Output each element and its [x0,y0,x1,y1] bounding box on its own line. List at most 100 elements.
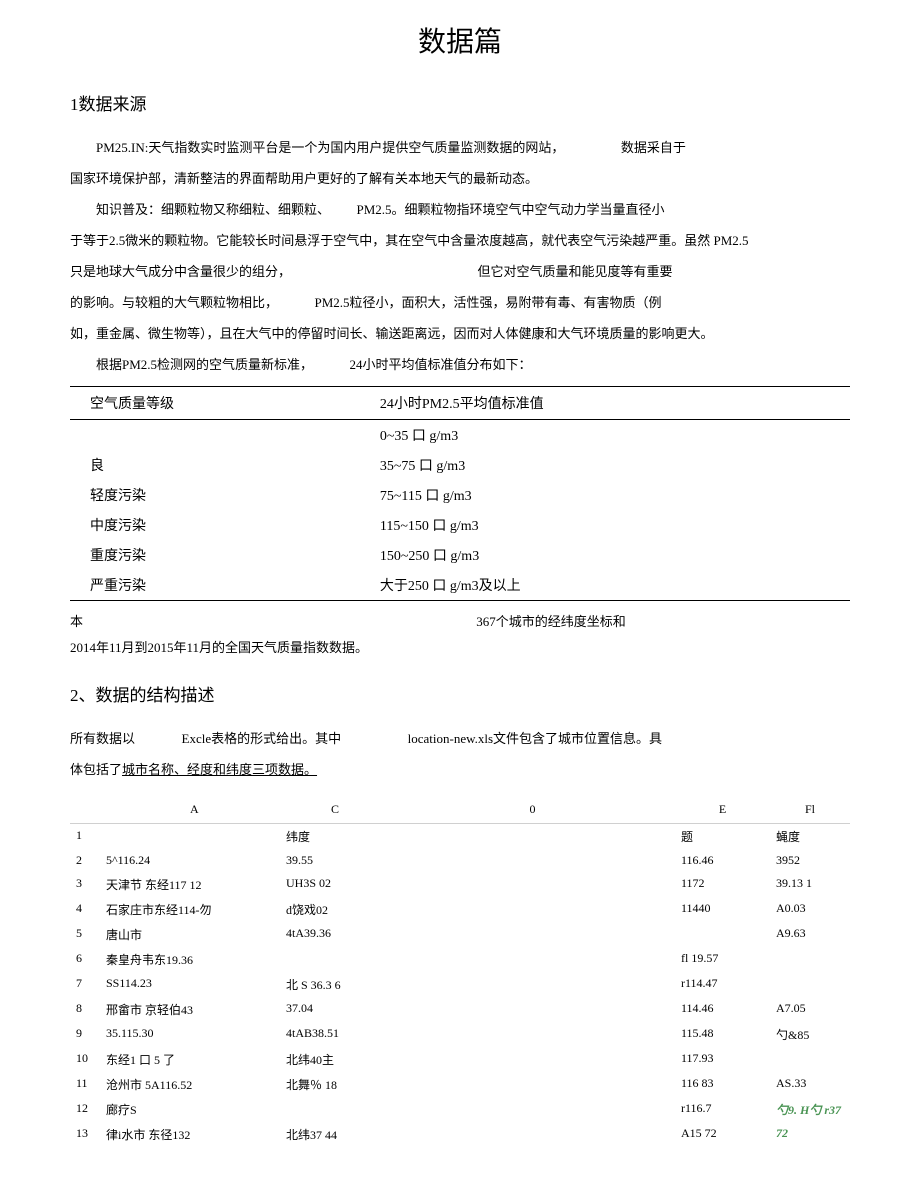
data-grid-row: 1纬度题蝇度 [70,824,850,850]
text: PM2.5粒径小，面积大，活性强，易附带有毒、有害物质（例 [315,295,662,310]
cell-e: 115.48 [675,1022,770,1047]
cell-e: r114.47 [675,972,770,997]
cell-e: fl 19.57 [675,947,770,972]
para-standards-intro: 根据PM2.5检测网的空气质量新标准， 24小时平均值标准值分布如下： [70,352,850,378]
text: 的影响。与较粗的大气颗粒物相比， [70,295,278,310]
cell-e: 114.46 [675,997,770,1022]
standards-cell-level: 重度污染 [70,540,350,570]
row-index: 1 [70,824,100,850]
cell-e: 题 [675,824,770,850]
row-index: 13 [70,1122,100,1147]
text: 但它对空气质量和能见度等有重要 [478,264,673,279]
cell-a: 唐山市 [100,922,280,947]
row-index: 11 [70,1072,100,1097]
cell-c: UH3S 02 [280,872,390,897]
cell-e: 117.93 [675,1047,770,1072]
row-index: 5 [70,922,100,947]
para-knowledge-3: 只是地球大气成分中含量很少的组分， 但它对空气质量和能见度等有重要 [70,259,850,285]
col-header-c: C [280,798,390,824]
text: 24小时平均值标准值分布如下： [350,357,532,372]
data-grid-row: 3天津节 东经117 12UH3S 02117239.13 1 [70,872,850,897]
cell-a: 邢畲市 京轻伯43 [100,997,280,1022]
cell-spacer [390,1122,675,1147]
data-grid-row: 9 35.115.304tAB38.51115.48勺&85 [70,1022,850,1047]
cell-spacer [390,824,675,850]
text: PM25.IN:天气指数实时监测平台是一个为国内用户提供空气质量监测数据的网站， [96,140,564,155]
standards-cell-level [70,420,350,451]
cell-c: 37.04 [280,997,390,1022]
cell-e: 116.46 [675,849,770,872]
text: location-new.xls文件包含了城市位置信息。具 [408,731,662,746]
after-table-line1: 本 367个城市的经纬度坐标和 [70,609,850,635]
standards-header-level: 空气质量等级 [70,387,350,420]
row-index: 2 [70,849,100,872]
data-grid-row: 8邢畲市 京轻伯4337.04114.46A7.05 [70,997,850,1022]
cell-e: 11440 [675,897,770,922]
standards-row: 严重污染大于250 口 g/m3及以上 [70,570,850,601]
para-source-1: PM25.IN:天气指数实时监测平台是一个为国内用户提供空气质量监测数据的网站，… [70,135,850,161]
text: 本 [70,614,83,629]
cell-f: 39.13 1 [770,872,850,897]
data-grid-row: 6秦皇舟韦东19.36fl 19.57 [70,947,850,972]
text: 所有数据以 [70,731,135,746]
cell-f [770,1047,850,1072]
para-source-1b: 国家环境保护部，清新整洁的界面帮助用户更好的了解有关本地天气的最新动态。 [70,166,850,192]
cell-a: 35.115.30 [100,1022,280,1047]
cell-f: AS.33 [770,1072,850,1097]
row-index: 3 [70,872,100,897]
standards-header-value: 24小时PM2.5平均值标准值 [350,387,850,420]
cell-a: 石家庄市东经114-勿 [100,897,280,922]
page-title: 数据篇 [70,20,850,60]
standards-row: 轻度污染75~115 口 g/m3 [70,480,850,510]
section1-heading: 1数据来源 [70,90,850,115]
cell-a: 5^116.24 [100,849,280,872]
text: 体包括了 [70,762,122,777]
col-header-0: 0 [390,798,675,824]
cell-f: 3952 [770,849,850,872]
cell-f: 勺9. H勺 r37 [770,1097,850,1122]
row-index: 9 [70,1022,100,1047]
cell-c: 北纬37 44 [280,1122,390,1147]
cell-f: 勺&85 [770,1022,850,1047]
cell-spacer [390,972,675,997]
col-spacer [70,798,100,824]
data-grid-row: 7 SS114.23北 S 36.3 6r114.47 [70,972,850,997]
standards-row: 良35~75 口 g/m3 [70,450,850,480]
cell-spacer [390,872,675,897]
cell-spacer [390,897,675,922]
standards-cell-value: 35~75 口 g/m3 [350,450,850,480]
cell-e: 116 83 [675,1072,770,1097]
para-knowledge-4: 的影响。与较粗的大气颗粒物相比， PM2.5粒径小，面积大，活性强，易附带有毒、… [70,290,850,316]
data-grid-row: 10 东经1 口 5 了北纬40主117.93 [70,1047,850,1072]
standards-cell-level: 轻度污染 [70,480,350,510]
cell-a: 律i水市 东径132 [100,1122,280,1147]
cell-c: 北纬40主 [280,1047,390,1072]
text: 知识普及：细颗粒物又称细粒、细颗粒、 [96,202,330,217]
standards-cell-level: 良 [70,450,350,480]
para-struct-2: 体包括了城市名称、经度和纬度三项数据。 [70,757,850,783]
col-header-e: E [675,798,770,824]
standards-row: 0~35 口 g/m3 [70,420,850,451]
cell-c: 39.55 [280,849,390,872]
col-header-f: Fl [770,798,850,824]
standards-cell-level: 中度污染 [70,510,350,540]
cell-a: 秦皇舟韦东19.36 [100,947,280,972]
row-index: 12 [70,1097,100,1122]
cell-spacer [390,1097,675,1122]
cell-spacer [390,997,675,1022]
cell-c: 纬度 [280,824,390,850]
cell-a [100,824,280,850]
para-knowledge-5: 如，重金属、微生物等），且在大气中的停留时间长、输送距离远，因而对人体健康和大气… [70,321,850,347]
cell-e: r116.7 [675,1097,770,1122]
cell-a: 廊疗S [100,1097,280,1122]
data-grid-row: 5唐山市4tA39.36A9.63 [70,922,850,947]
cell-c [280,1097,390,1122]
cell-f: A0.03 [770,897,850,922]
standards-cell-value: 75~115 口 g/m3 [350,480,850,510]
section2-heading: 2、数据的结构描述 [70,681,850,706]
cell-spacer [390,1072,675,1097]
cell-spacer [390,1047,675,1072]
data-grid-row: 4石家庄市东经114-勿d饶戏0211440A0.03 [70,897,850,922]
cell-c: d饶戏02 [280,897,390,922]
cell-c: 4tA39.36 [280,922,390,947]
